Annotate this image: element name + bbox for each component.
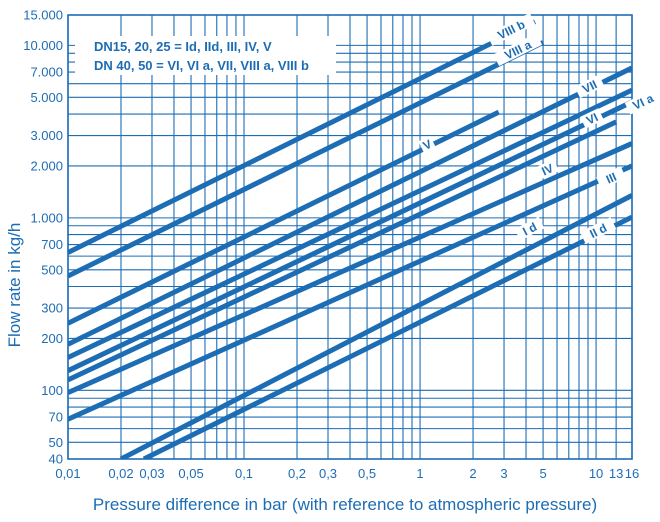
- series-line-viii-a: [68, 40, 545, 279]
- series-line-ii-d: [142, 214, 632, 459]
- series-line-vi-a: [68, 87, 632, 360]
- x-tick-label: 0,3: [319, 466, 337, 481]
- x-tick-label: 0,5: [358, 466, 376, 481]
- series-line-unlabeled: [68, 119, 618, 383]
- series-label-bg: [624, 88, 660, 115]
- series-label-group: VI: [580, 108, 604, 129]
- series-label-bg: [514, 216, 545, 241]
- y-axis-title: Flow rate in kg/h: [5, 223, 24, 348]
- x-tick-label: 10: [589, 466, 603, 481]
- x-tick-label: 0,02: [108, 466, 133, 481]
- legend-box: [75, 36, 336, 75]
- series-label-bg: [580, 108, 604, 129]
- y-tick-label: 200: [41, 331, 63, 346]
- y-tick-label: 5.000: [30, 90, 63, 105]
- y-tick-label: 7.000: [30, 65, 63, 80]
- x-tick-label: 0,2: [288, 466, 306, 481]
- series-label: VIII b: [495, 17, 527, 42]
- y-tick-label: 40: [49, 452, 63, 467]
- legend-entry-dn40: DN 40, 50 = VI, VI a, VII, VIII a, VIII …: [94, 58, 309, 73]
- series-label: VI: [584, 110, 600, 128]
- y-tick-label: 15.000: [23, 8, 63, 23]
- y-tick-label: 500: [41, 262, 63, 277]
- y-tick-label: 100: [41, 383, 63, 398]
- series-line-iv: [68, 141, 632, 395]
- series-label: IV: [540, 161, 556, 178]
- series-label: I d: [520, 220, 539, 239]
- y-tick-label: 70: [49, 410, 63, 425]
- y-tick-label: 3.000: [30, 128, 63, 143]
- plot-frame: [67, 14, 633, 460]
- y-tick-label: 1.000: [30, 210, 63, 225]
- y-tick-label: 50: [49, 435, 63, 450]
- x-tick-label: 3: [500, 466, 507, 481]
- series-label-bg: [493, 33, 543, 66]
- series-label-group: I d: [514, 216, 545, 241]
- x-tick-label: 0,03: [139, 466, 164, 481]
- x-tick-label: 2: [469, 466, 476, 481]
- x-tick-label: 5: [539, 466, 546, 481]
- series-label: VII: [580, 77, 599, 96]
- series-label-bg: [579, 217, 617, 244]
- x-tick-label: 1: [416, 466, 423, 481]
- series-line-iii: [68, 163, 632, 422]
- x-tick-label: 13: [609, 466, 623, 481]
- x-tick-label: 0,01: [55, 466, 80, 481]
- series-label-bg: [486, 12, 536, 46]
- x-axis-title: Pressure difference in bar (with referen…: [93, 495, 597, 514]
- y-tick-label: 300: [41, 301, 63, 316]
- legend-entry-dn15: DN15, 20, 25 = Id, IId, III, IV, V: [94, 39, 272, 54]
- series-label-bg: [596, 166, 627, 190]
- y-tick-label: 2.000: [30, 158, 63, 173]
- x-tick-label: 0,05: [178, 466, 203, 481]
- series-line-i-d: [119, 193, 632, 459]
- series-label: VIII a: [502, 37, 534, 62]
- x-tick-label: 16: [625, 466, 639, 481]
- y-tick-label: 700: [41, 237, 63, 252]
- series-label-bg: [574, 74, 605, 99]
- series-label-bg: [535, 159, 560, 180]
- series-label-group: III: [596, 166, 627, 190]
- series-label: II d: [587, 221, 609, 241]
- legend: DN15, 20, 25 = Id, IId, III, IV, V DN 40…: [75, 36, 336, 75]
- series-label-group: VII: [574, 74, 605, 99]
- x-tick-label: 0,1: [235, 466, 253, 481]
- y-tick-label: 10.000: [23, 38, 63, 53]
- series-label-group: II d: [579, 217, 617, 244]
- series-line-vi: [68, 99, 632, 373]
- series-line-vii: [68, 65, 632, 347]
- series-label-group: V: [418, 135, 436, 154]
- series-line-viii-b: [68, 19, 537, 255]
- series-label-group: IV: [535, 159, 560, 180]
- tick-labels: 0,01 0,02 0,03 0,05 0,1 0,2 0,3 0,5 1 2 3 5 10 13 16 40…: [23, 8, 639, 482]
- series-label-bg: [418, 135, 436, 154]
